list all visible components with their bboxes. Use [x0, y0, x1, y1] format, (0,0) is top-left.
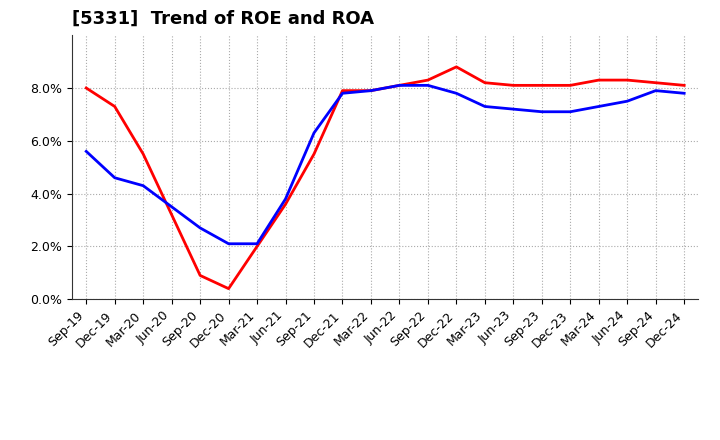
- ROA: [566, 109, 575, 114]
- ROE: [366, 88, 375, 93]
- ROA: [139, 183, 148, 188]
- Text: [5331]  Trend of ROE and ROA: [5331] Trend of ROE and ROA: [72, 10, 374, 28]
- ROA: [452, 91, 461, 96]
- ROA: [338, 91, 347, 96]
- ROA: [395, 83, 404, 88]
- ROE: [82, 85, 91, 91]
- ROA: [623, 99, 631, 104]
- ROE: [282, 202, 290, 207]
- ROA: [595, 104, 603, 109]
- ROE: [509, 83, 518, 88]
- ROA: [167, 204, 176, 209]
- ROA: [253, 241, 261, 246]
- ROE: [566, 83, 575, 88]
- ROE: [537, 83, 546, 88]
- ROE: [225, 286, 233, 291]
- ROA: [310, 130, 318, 136]
- ROE: [167, 212, 176, 217]
- ROA: [680, 91, 688, 96]
- ROA: [509, 106, 518, 112]
- ROA: [423, 83, 432, 88]
- Line: ROE: ROE: [86, 67, 684, 289]
- ROE: [595, 77, 603, 83]
- ROA: [366, 88, 375, 93]
- ROE: [196, 273, 204, 278]
- ROE: [652, 80, 660, 85]
- ROE: [338, 88, 347, 93]
- ROE: [680, 83, 688, 88]
- ROA: [110, 175, 119, 180]
- ROA: [196, 225, 204, 231]
- ROE: [395, 83, 404, 88]
- ROE: [452, 64, 461, 70]
- Line: ROA: ROA: [86, 85, 684, 244]
- ROA: [82, 149, 91, 154]
- ROE: [310, 151, 318, 157]
- ROA: [282, 196, 290, 202]
- ROE: [110, 104, 119, 109]
- ROA: [225, 241, 233, 246]
- ROA: [480, 104, 489, 109]
- ROE: [480, 80, 489, 85]
- ROE: [623, 77, 631, 83]
- ROE: [253, 244, 261, 249]
- ROE: [423, 77, 432, 83]
- ROE: [139, 151, 148, 157]
- ROA: [537, 109, 546, 114]
- ROA: [652, 88, 660, 93]
